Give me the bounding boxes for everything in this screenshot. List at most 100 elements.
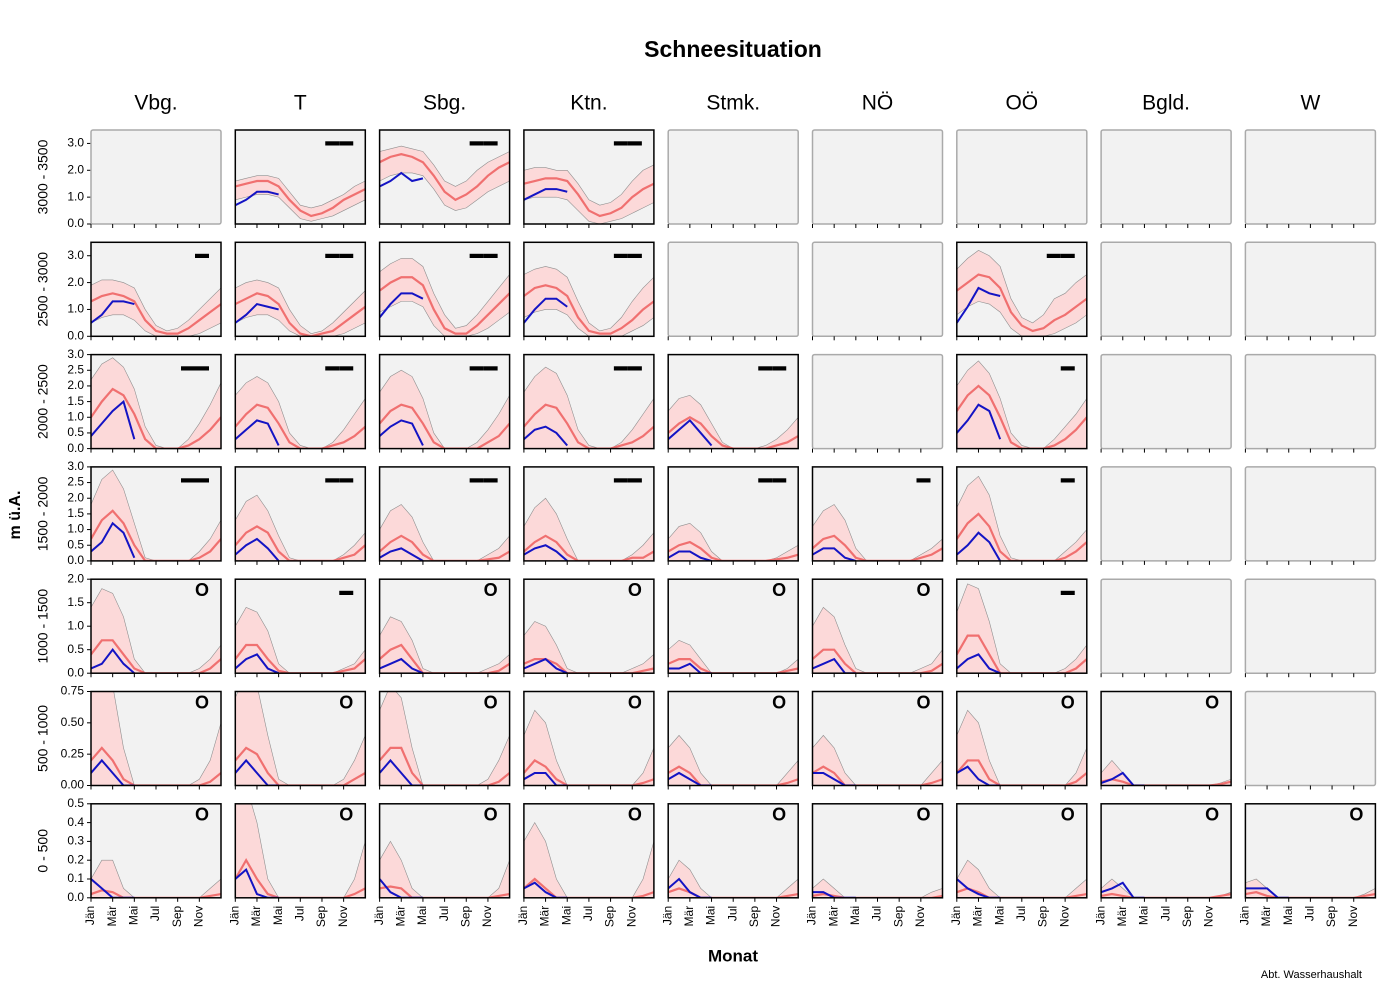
current-line (668, 550, 712, 561)
empty-panel (956, 129, 1088, 225)
x-tick-label: Nov (913, 906, 927, 927)
status-indicator: ▬▬ (325, 245, 353, 261)
max-line (379, 258, 510, 329)
median-line (956, 273, 1087, 333)
median-line (379, 746, 510, 786)
y-tick-label: 2.0 (67, 275, 84, 289)
status-indicator: ▬▬ (470, 133, 498, 149)
status-indicator: O (628, 805, 642, 825)
y-tick-label: 3.0 (67, 248, 84, 262)
y-tick-label: 0.5 (67, 537, 84, 551)
x-tick-label: Jul (870, 906, 884, 921)
x-tick-label: Mai (704, 906, 718, 925)
max-line (668, 522, 799, 561)
max-line (523, 164, 654, 206)
panel-plot (379, 504, 510, 561)
status-indicator: O (1061, 805, 1075, 825)
x-tick-label: Mär (538, 906, 552, 927)
x-tick-label: Sep (1324, 905, 1338, 927)
x-tick-label: Mai (271, 906, 285, 925)
median-line (956, 512, 1087, 561)
empty-panel (1100, 241, 1232, 338)
x-tick-label: Jän (1093, 906, 1107, 925)
x-tick-label: Jul (1303, 906, 1317, 921)
status-indicator: ▬▬ (470, 245, 498, 261)
x-tick-label: Jän (372, 906, 386, 925)
max-line (235, 691, 366, 786)
max-line (91, 859, 221, 898)
empty-panel (1244, 690, 1377, 787)
y-tick-label: 3.0 (67, 459, 84, 473)
status-indicator: O (916, 580, 930, 600)
y-tick-label: 0.0 (67, 441, 84, 455)
range-band (812, 607, 943, 674)
status-indicator: O (484, 692, 498, 712)
max-line (668, 734, 799, 786)
max-line (91, 357, 221, 449)
median-line (812, 765, 943, 786)
current-line (235, 190, 279, 207)
empty-panel (667, 129, 799, 225)
current-line (812, 891, 856, 898)
panel-plot (523, 164, 654, 224)
status-indicator: O (484, 805, 498, 825)
y-tick-label: 1.0 (67, 522, 84, 536)
y-tick-label: 0.75 (61, 684, 85, 698)
current-line (668, 771, 712, 786)
x-tick-label: Mär (249, 906, 263, 927)
status-indicator: O (1205, 692, 1219, 712)
status-indicator: ▬▬ (470, 357, 498, 373)
current-line (235, 537, 280, 561)
panel-plot (1101, 878, 1232, 898)
current-line (91, 399, 136, 440)
current-line (379, 878, 423, 898)
y-tick-label: 0.0 (67, 890, 84, 904)
empty-panel (1244, 129, 1377, 225)
x-tick-label: Nov (480, 906, 494, 927)
row-label: 1000 - 1500 (35, 589, 51, 664)
current-line (235, 867, 279, 898)
range-band (812, 879, 943, 898)
x-tick-label: Mai (415, 906, 429, 925)
panel-plot (235, 175, 366, 222)
range-band (379, 370, 510, 449)
median-line (523, 877, 654, 898)
max-line (956, 360, 1087, 449)
current-line (668, 418, 713, 447)
x-tick-label: Nov (1057, 906, 1071, 927)
status-indicator: ▬▬ (758, 357, 786, 373)
median-line (956, 759, 1087, 786)
panel-plot (956, 709, 1087, 786)
panel-plot (668, 859, 799, 898)
x-tick-label: Sep (1036, 905, 1050, 927)
y-tick-label: 2.5 (67, 475, 84, 489)
status-indicator: O (1205, 805, 1219, 825)
status-indicator: ▬ (1061, 470, 1075, 486)
range-band (235, 691, 366, 786)
current-line (956, 531, 1001, 561)
status-indicator: O (916, 805, 930, 825)
x-tick-label: Jul (1014, 906, 1028, 921)
x-tick-label: Nov (336, 906, 350, 927)
status-indicator: ▬▬ (1047, 245, 1075, 261)
max-line (523, 709, 654, 786)
median-line (235, 746, 366, 786)
y-tick-label: 0.5 (67, 642, 84, 656)
range-band (379, 504, 510, 561)
panel-plot (235, 691, 366, 786)
median-line (91, 509, 221, 561)
median-line (523, 177, 654, 218)
x-tick-label: Nov (1202, 906, 1216, 927)
max-line (235, 803, 366, 898)
max-line (523, 266, 654, 332)
current-line (523, 657, 568, 674)
y-tick-label: 0.00 (61, 778, 85, 792)
range-band (956, 476, 1087, 561)
row-label: 3000 - 3500 (35, 139, 51, 214)
status-indicator: ▬▬ (614, 357, 642, 373)
panel-plot (91, 469, 221, 561)
x-tick-label: Jän (227, 906, 241, 925)
range-band (235, 803, 366, 898)
x-tick-label: Sep (314, 905, 328, 927)
